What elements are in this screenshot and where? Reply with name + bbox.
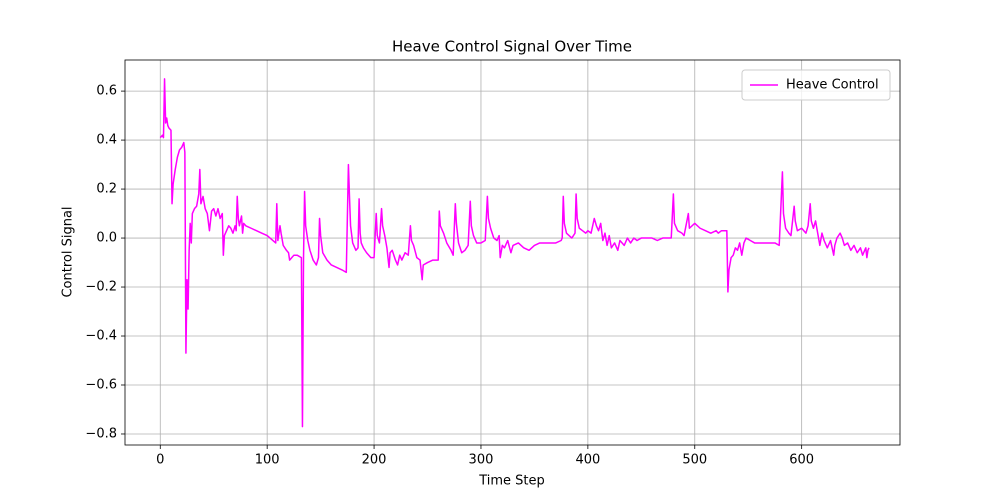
x-tick-label: 0	[156, 453, 164, 468]
x-tick-label: 400	[575, 453, 600, 468]
y-tick-label: −0.2	[85, 280, 117, 295]
y-tick-label: 0.0	[96, 231, 117, 246]
x-tick-label: 100	[255, 453, 280, 468]
legend: Heave Control	[741, 69, 891, 101]
y-axis-label: Control Signal	[61, 206, 76, 297]
y-tick-label: −0.8	[85, 426, 117, 441]
x-axis-label: Time Step	[478, 474, 545, 489]
y-tick-label: −0.6	[85, 377, 117, 392]
y-tick-label: 0.2	[96, 182, 117, 197]
data-line	[159, 78, 870, 428]
y-tick-label: 0.4	[96, 133, 117, 148]
x-tick-label: 600	[789, 453, 814, 468]
plot-frame	[124, 59, 901, 446]
legend-label: Heave Control	[786, 78, 879, 93]
y-tick-label: −0.4	[85, 329, 117, 344]
y-tick-label: 0.6	[96, 84, 117, 99]
x-tick-label: 300	[469, 453, 494, 468]
x-tick-label: 200	[362, 453, 387, 468]
legend-box	[741, 69, 891, 101]
x-tick-label: 500	[682, 453, 707, 468]
chart-title: Heave Control Signal Over Time	[392, 38, 632, 56]
